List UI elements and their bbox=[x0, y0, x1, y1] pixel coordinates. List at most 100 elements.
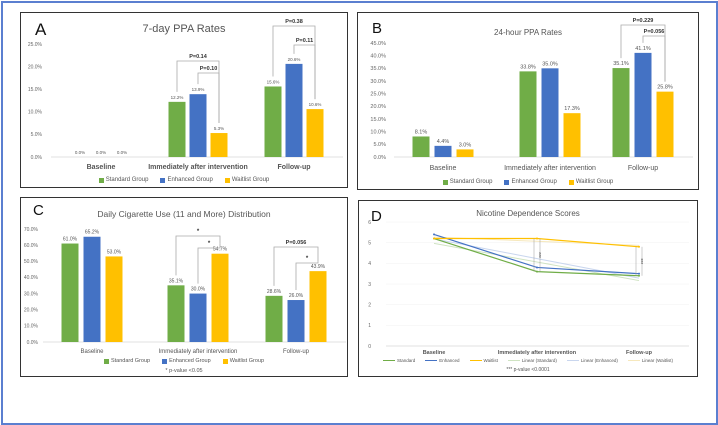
significance-label: P=0.14 bbox=[189, 54, 208, 60]
data-label: 30.0% bbox=[191, 287, 206, 293]
data-label: 53.0% bbox=[107, 249, 122, 255]
bar-standard-group bbox=[167, 285, 185, 342]
bar-standard-group bbox=[519, 71, 537, 157]
x-category-label: Immediately after intervention bbox=[148, 164, 248, 171]
legend-label: Standard Group bbox=[110, 358, 151, 364]
y-tick-label: 10.0% bbox=[28, 110, 43, 116]
y-tick-label: 35.0% bbox=[370, 66, 386, 72]
y-tick-label: 25.0% bbox=[370, 91, 386, 97]
significance-label: * bbox=[208, 241, 211, 247]
p-value-note: *** p-value <0.0001 bbox=[506, 367, 550, 373]
bar-standard-group bbox=[61, 243, 79, 342]
x-category-label: Follow-up bbox=[626, 350, 653, 356]
data-label: 0.0% bbox=[75, 150, 85, 155]
data-point bbox=[536, 270, 538, 273]
data-label: 3.0% bbox=[459, 142, 472, 148]
legend-label: Waitlist bbox=[483, 358, 498, 363]
significance-label: P=0.229 bbox=[633, 18, 654, 24]
x-category-label: Immediately after intervention bbox=[159, 349, 238, 355]
data-label: 43.9% bbox=[311, 264, 326, 270]
bar-enhanced-group bbox=[189, 293, 207, 342]
legend-enhanced: Enhanced Group bbox=[162, 358, 211, 364]
legend: Standard Enhanced Waitlist Linear (Stand… bbox=[359, 358, 697, 363]
legend-label: Enhanced Group bbox=[169, 358, 211, 364]
data-label: 8.1% bbox=[415, 129, 428, 135]
legend-label: Standard Group bbox=[105, 177, 149, 183]
y-tick-label: 30.0% bbox=[24, 291, 39, 297]
legend-label: Enhanced Group bbox=[167, 177, 213, 183]
data-label: 20.6% bbox=[288, 57, 301, 62]
y-tick-label: 40.0% bbox=[370, 53, 386, 59]
y-tick-label: 10.0% bbox=[24, 324, 39, 330]
bar-standard-group bbox=[265, 295, 283, 342]
significance-bracket bbox=[273, 246, 319, 286]
bar-waitlist-group bbox=[656, 91, 674, 157]
panel-a-7day-ppa: A 7-day PPA Rates 0.0% 5.0% 10.0% 15.0% 20.0… bbox=[20, 12, 348, 188]
chart-plot: 0 1 2 3 4 5 6 Baseline Immediately after interve… bbox=[368, 220, 689, 356]
bar-standard-group bbox=[264, 86, 282, 157]
legend-enhanced: Enhanced Group bbox=[160, 177, 213, 183]
bar-enhanced-group bbox=[434, 145, 452, 157]
y-tick-label: 25.0% bbox=[28, 42, 43, 48]
data-label: 41.1% bbox=[635, 46, 651, 52]
y-tick-label: 30.0% bbox=[370, 79, 386, 85]
data-label: 61.0% bbox=[63, 237, 78, 243]
legend-waitlist: Waitlist bbox=[469, 358, 498, 363]
x-category-label: Follow-up bbox=[283, 349, 310, 355]
bar-enhanced-group bbox=[83, 236, 101, 342]
data-label: 13.9% bbox=[192, 87, 205, 92]
bar-waitlist-group bbox=[306, 109, 324, 157]
legend-label: Enhanced Group bbox=[511, 179, 557, 185]
y-tick-label: 40.0% bbox=[24, 275, 39, 281]
chart-title: 7-day PPA Rates bbox=[142, 23, 226, 35]
data-label: 54.7% bbox=[213, 247, 228, 253]
legend-label: Waitlist Group bbox=[229, 358, 265, 364]
data-label: 0.0% bbox=[96, 150, 106, 155]
y-tick-label: 2 bbox=[368, 302, 371, 308]
data-label: 5.3% bbox=[214, 126, 224, 131]
significance-label: * bbox=[306, 256, 309, 262]
x-category-label: Immediately after intervention bbox=[504, 165, 596, 172]
y-tick-label: 20.0% bbox=[370, 104, 386, 110]
legend-waitlist: Waitlist Group bbox=[222, 358, 265, 364]
bar-waitlist-group bbox=[211, 253, 229, 342]
data-point bbox=[638, 245, 640, 248]
legend-standard: Standard bbox=[382, 358, 415, 363]
data-label: 65.2% bbox=[85, 230, 100, 236]
data-label: 28.6% bbox=[267, 289, 282, 295]
y-tick-label: 1 bbox=[368, 323, 371, 329]
y-tick-label: 0.0% bbox=[27, 340, 39, 346]
panel-d-nicotine-dependence: D Nicotine Dependence Scores 0 1 2 3 4 5 6 Base… bbox=[358, 200, 698, 377]
legend: Standard Group Enhanced Group Waitlist G… bbox=[21, 358, 347, 364]
bar-waitlist-group bbox=[105, 256, 123, 342]
legend-waitlist: Waitlist Group bbox=[224, 177, 269, 183]
data-point bbox=[536, 237, 538, 240]
significance-bracket bbox=[197, 72, 220, 124]
data-label: 33.8% bbox=[520, 64, 536, 70]
y-tick-label: 60.0% bbox=[24, 243, 39, 249]
significance-label: P=0.056 bbox=[286, 240, 307, 246]
y-tick-label: 0.0% bbox=[373, 155, 386, 161]
panel-letter: B bbox=[372, 20, 383, 37]
legend-label: Linear (Enhanced) bbox=[580, 358, 618, 363]
legend-label: Waitlist Group bbox=[575, 179, 614, 185]
significance-label: P=0.38 bbox=[285, 19, 303, 25]
x-category-label: Immediately after intervention bbox=[498, 350, 577, 356]
legend-linear-enhanced: Linear (Enhanced) bbox=[566, 358, 618, 363]
significance-label: * bbox=[197, 229, 200, 235]
data-label: 4.4% bbox=[437, 139, 450, 145]
x-category-label: Follow-up bbox=[628, 165, 658, 172]
significance-label: P=0.11 bbox=[296, 38, 313, 44]
bar-waitlist-group bbox=[309, 271, 327, 342]
data-label: 0.0% bbox=[117, 150, 127, 155]
legend-waitlist: Waitlist Group bbox=[568, 179, 614, 185]
panel-c-daily-cigarette-use: C Daily Cigarette Use (11 and More) Dist… bbox=[20, 197, 348, 377]
bar-enhanced-group bbox=[541, 68, 559, 157]
y-tick-label: 10.0% bbox=[370, 129, 386, 135]
legend-standard: Standard Group bbox=[98, 177, 149, 183]
y-tick-label: 5.0% bbox=[31, 132, 43, 138]
x-category-label: Baseline bbox=[430, 165, 457, 172]
data-label: 10.6% bbox=[309, 102, 322, 107]
chart-plot: 0.0% 10.0% 20.0% 30.0% 40.0% 50.0% 60.0% 70.0% B… bbox=[24, 227, 346, 355]
